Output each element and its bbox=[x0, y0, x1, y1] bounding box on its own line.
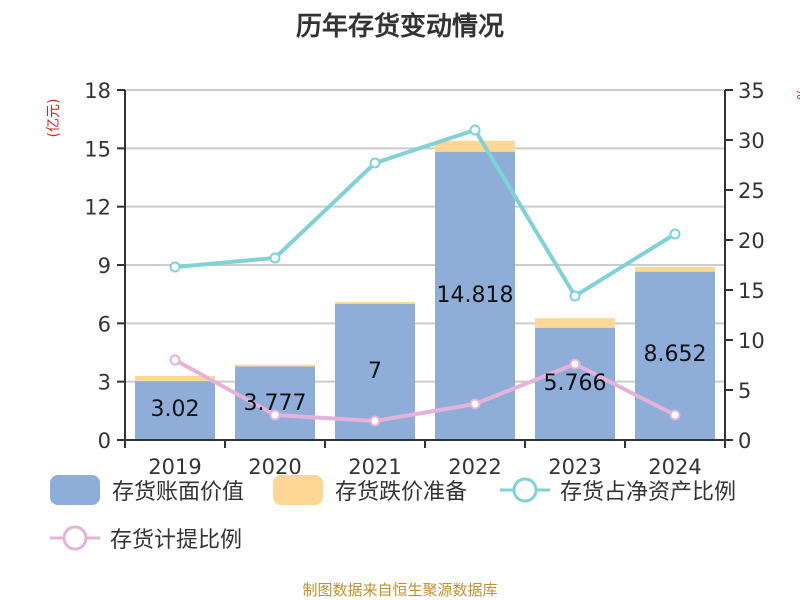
ratio-net-assets-point bbox=[269, 252, 281, 264]
x-tick-label: 2023 bbox=[548, 455, 601, 479]
right-tick-label: 20 bbox=[738, 229, 765, 253]
left-tick-label: 12 bbox=[84, 196, 111, 220]
ratio-net-assets-point bbox=[569, 290, 581, 302]
x-tick-label: 2024 bbox=[648, 455, 701, 479]
left-axis-unit: (亿元) bbox=[46, 99, 62, 138]
provision-ratio-point bbox=[569, 358, 581, 370]
bar-value-label: 3.02 bbox=[151, 397, 200, 422]
right-tick-label: 15 bbox=[738, 279, 765, 303]
left-tick-label: 6 bbox=[98, 312, 111, 336]
provision-ratio-line bbox=[174, 358, 676, 423]
right-tick-label: 5 bbox=[738, 379, 751, 403]
bar-impairment bbox=[235, 364, 315, 367]
ratio-net-assets-point bbox=[169, 261, 181, 273]
legend-line-circle-icon bbox=[50, 525, 100, 551]
bar-value-label: 8.652 bbox=[644, 342, 707, 367]
ratio-net-assets-point bbox=[369, 157, 381, 169]
bar-impairment bbox=[135, 376, 215, 382]
legend-label: 存货计提比例 bbox=[110, 528, 243, 553]
left-tick-label: 9 bbox=[98, 254, 111, 278]
provision-ratio-point bbox=[669, 409, 681, 421]
left-tick-label: 3 bbox=[98, 371, 111, 395]
bar-book-value bbox=[135, 381, 215, 440]
x-tick-label: 2019 bbox=[148, 455, 201, 479]
legend-item-impairment[interactable]: 存货跌价准备 bbox=[273, 474, 467, 506]
bar-impairment bbox=[435, 140, 515, 152]
legend-label: 存货账面价值 bbox=[112, 480, 245, 505]
bar-value-label: 7 bbox=[368, 359, 382, 384]
left-tick-label: 0 bbox=[98, 429, 111, 453]
provision-ratio-point bbox=[369, 415, 381, 427]
right-tick-label: 0 bbox=[738, 429, 751, 453]
bar-value-label: 5.766 bbox=[544, 371, 607, 396]
x-tick-label: 2021 bbox=[348, 455, 401, 479]
bar-book-value bbox=[235, 366, 315, 440]
legend-line-circle-icon bbox=[500, 477, 550, 503]
right-axis-unit: % bbox=[794, 88, 800, 99]
chart-title: 历年存货变动情况 bbox=[295, 12, 504, 42]
left-tick-label: 18 bbox=[84, 79, 111, 103]
x-tick-label: 2022 bbox=[448, 455, 501, 479]
bar-impairment bbox=[635, 266, 715, 272]
right-tick-label: 25 bbox=[738, 179, 765, 203]
ratio-net-assets-point bbox=[669, 228, 681, 240]
provision-ratio-point bbox=[169, 354, 181, 366]
bar-impairment bbox=[535, 318, 615, 328]
bar-value-label: 14.818 bbox=[437, 283, 514, 308]
right-tick-label: 30 bbox=[738, 129, 765, 153]
source-footer: 制图数据来自恒生聚源数据库 bbox=[302, 581, 498, 599]
legend-label: 存货占净资产比例 bbox=[560, 480, 737, 505]
legend-swatch-orange bbox=[273, 475, 323, 505]
right-tick-label: 35 bbox=[738, 79, 765, 103]
ratio-net-assets-point bbox=[469, 124, 481, 136]
legend-item-provision-ratio[interactable]: 存货计提比例 bbox=[48, 522, 242, 554]
legend-label: 存货跌价准备 bbox=[335, 480, 468, 505]
legend-item-book-value[interactable]: 存货账面价值 bbox=[50, 474, 244, 506]
left-tick-label: 15 bbox=[84, 137, 111, 161]
provision-ratio-point bbox=[269, 409, 281, 421]
ratio-net-assets-line bbox=[174, 128, 677, 298]
right-tick-label: 10 bbox=[738, 329, 765, 353]
bar-book-value bbox=[535, 327, 615, 440]
bar-value-label: 3.777 bbox=[244, 391, 307, 416]
bar-impairment bbox=[335, 301, 415, 304]
chart-plot: 3.02 3.777 7 14.818 5.766 8.652 0 3 6 9 12 15 18 0 5 10… bbox=[46, 79, 800, 479]
legend: 存货账面价值 存货跌价准备 存货占净资产比例 存货计提比例 bbox=[0, 470, 800, 560]
provision-ratio-point bbox=[469, 398, 481, 410]
legend-item-ratio-net-assets[interactable]: 存货占净资产比例 bbox=[498, 474, 736, 506]
legend-swatch-blue bbox=[50, 475, 100, 505]
